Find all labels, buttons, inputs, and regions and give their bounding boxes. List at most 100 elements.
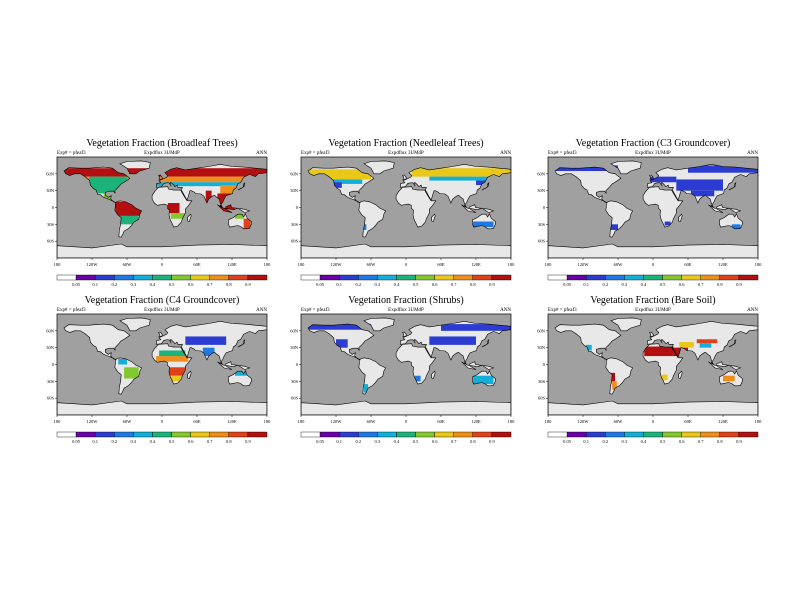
lat-tick-label: 30N xyxy=(537,188,546,193)
colorbar-swatch xyxy=(491,274,512,281)
coastline-north-america xyxy=(554,166,622,204)
vegetation-region-5 xyxy=(124,367,139,379)
vegetation-region-3 xyxy=(167,367,186,376)
coastline-greenland xyxy=(119,160,151,175)
vegetation-region-14 xyxy=(234,214,244,219)
colorbar-label: 0.8 xyxy=(470,282,476,287)
colorbar-swatch xyxy=(566,274,587,281)
lat-tick-label: 30S xyxy=(291,222,299,227)
coastline-africa xyxy=(151,343,193,385)
land-greenland xyxy=(120,160,151,174)
colorbar-label: 0.1 xyxy=(92,282,98,287)
vegetation-region-6 xyxy=(609,224,618,230)
coastline-south-america xyxy=(358,357,387,395)
colorbar-swatch xyxy=(209,274,230,281)
land-antarctica xyxy=(57,401,267,415)
coastline-south-america xyxy=(114,200,143,238)
lat-tick-label: 0 xyxy=(543,362,546,367)
land-greenland xyxy=(120,317,151,331)
vegetation-region-7 xyxy=(118,215,139,225)
colorbar-swatch xyxy=(377,431,397,438)
land-greenland xyxy=(364,317,395,331)
colorbar-label: 0.6 xyxy=(432,282,438,287)
season-label: ANN xyxy=(256,151,267,156)
colorbar-swatch xyxy=(171,274,191,281)
colorbar-label: 0.9 xyxy=(245,439,251,444)
colorbar-label: 0.5 xyxy=(413,439,419,444)
lon-tick-label: 60W xyxy=(367,262,377,267)
colorbar-swatch xyxy=(585,274,606,281)
map-area xyxy=(57,157,267,258)
map-area xyxy=(57,314,267,415)
colorbar-swatch xyxy=(662,274,682,281)
lat-tick-label: 0 xyxy=(52,362,55,367)
lat-tick-label: 60S xyxy=(538,239,546,244)
colorbar-label: 0.6 xyxy=(679,282,685,287)
coastline-indonesia xyxy=(708,361,742,370)
vegetation-region-7 xyxy=(202,347,215,357)
vegetation-region-7 xyxy=(731,224,741,230)
colorbar-label: 0.7 xyxy=(698,439,704,444)
colorbar-swatch xyxy=(738,274,759,281)
run-label: Expdflux 3UMdP xyxy=(144,151,180,156)
lat-tick-label: 30S xyxy=(47,222,55,227)
coastline-indonesia xyxy=(461,361,495,370)
colorbar-label: 0.1 xyxy=(92,439,98,444)
coastline-japan xyxy=(237,338,246,348)
season-label: ANN xyxy=(500,151,511,156)
colorbar-swatch xyxy=(56,274,77,281)
vegetation-region-8 xyxy=(234,371,247,376)
colorbar-swatch xyxy=(719,274,740,281)
experiment-label: Exp# = pfeaf3 xyxy=(548,151,577,156)
colorbar-swatch xyxy=(472,431,493,438)
land-madagascar xyxy=(187,371,192,379)
vegetation-region-2 xyxy=(688,165,758,173)
vegetation-region-1 xyxy=(156,356,189,362)
land-north-america xyxy=(555,324,621,360)
lon-tick-label: 0 xyxy=(405,262,408,267)
colorbar-swatch xyxy=(114,431,134,438)
colorbar-swatch xyxy=(94,431,115,438)
vegetation-region-12 xyxy=(220,185,244,194)
vegetation-region-13 xyxy=(243,218,251,230)
coastline-madagascar xyxy=(187,213,192,222)
colorbar-label: 0.2 xyxy=(355,282,361,287)
lon-tick-label: 0 xyxy=(161,262,164,267)
land-madagascar xyxy=(678,214,683,222)
colorbar-label: 0.3 xyxy=(622,439,628,444)
colorbar-label: 0.2 xyxy=(111,439,117,444)
lon-tick-label: 120W xyxy=(578,262,590,267)
lon-tick-label: 120E xyxy=(718,419,728,424)
land-indonesia xyxy=(461,204,494,213)
coastline-britain xyxy=(402,174,408,180)
vegetation-region-4 xyxy=(429,176,494,181)
lon-tick-label: 180 xyxy=(755,419,763,424)
panel-6: Vegetation Fraction (Bare Soil) Exp# = pf… xyxy=(537,295,762,444)
lon-tick-label: 120E xyxy=(471,419,481,424)
coastline-australia xyxy=(719,369,743,387)
land-indonesia xyxy=(708,204,741,213)
colorbar-swatch xyxy=(415,274,435,281)
colorbar-swatch xyxy=(700,431,721,438)
coastline-australia xyxy=(228,212,252,230)
colorbar-label: 0.8 xyxy=(717,439,723,444)
land-africa xyxy=(396,186,436,228)
run-label: Expdflux 3UMdP xyxy=(388,308,424,313)
coastline-indonesia xyxy=(217,361,251,370)
colorbar-swatch xyxy=(171,431,191,438)
colorbar-swatch xyxy=(415,431,435,438)
colorbar-label: 0.3 xyxy=(375,282,381,287)
colorbar-label: 0.7 xyxy=(451,282,457,287)
lat-tick-label: 60S xyxy=(538,396,546,401)
vegetation-region-9 xyxy=(185,336,227,345)
lon-tick-label: 120W xyxy=(87,419,99,424)
lon-tick-label: 60W xyxy=(614,419,624,424)
coastline-britain xyxy=(158,331,164,337)
coastline-indonesia xyxy=(708,204,742,213)
colorbar-label: 0.2 xyxy=(602,439,608,444)
colorbar-swatch xyxy=(377,274,397,281)
lon-tick-label: 0 xyxy=(652,419,655,424)
lat-tick-label: 0 xyxy=(296,205,299,210)
vegetation-region-9 xyxy=(170,213,186,219)
lon-tick-label: 60E xyxy=(437,419,445,424)
